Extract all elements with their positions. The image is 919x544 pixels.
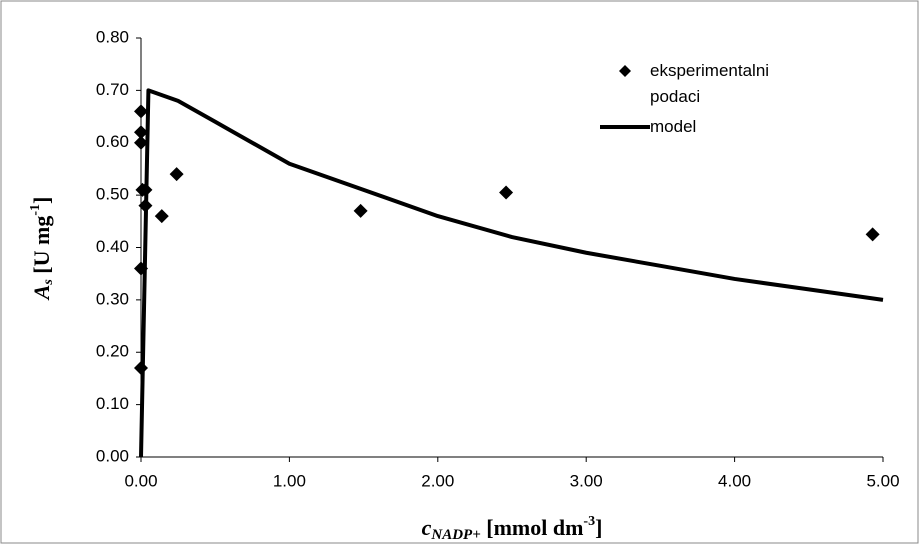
x-label-sup: -3 xyxy=(583,514,595,529)
x-tick-label: 2.00 xyxy=(421,471,454,490)
legend: eksperimentalni podaci model xyxy=(600,58,770,144)
model-line xyxy=(139,88,884,458)
data-point xyxy=(154,209,169,224)
x-label-part: c xyxy=(422,515,432,540)
legend-label: model xyxy=(650,117,697,136)
data-point xyxy=(499,185,514,200)
data-point xyxy=(865,227,880,242)
data-point xyxy=(134,125,148,140)
legend-symbol xyxy=(600,125,650,129)
y-label-part: ] xyxy=(29,197,54,204)
y-label-part: [U mg xyxy=(29,216,54,280)
legend-item: eksperimentalni podaci xyxy=(600,58,770,110)
y-tick-label: 0.50 xyxy=(96,185,129,204)
y-tick-label: 0.80 xyxy=(96,27,129,46)
y-tick-label: 0.10 xyxy=(96,394,129,413)
y-tick-label: 0.70 xyxy=(96,80,129,99)
x-tick-label: 3.00 xyxy=(570,471,603,490)
legend-label: eksperimentalni podaci xyxy=(650,61,770,106)
x-label-part: ] xyxy=(595,515,602,540)
data-point xyxy=(134,104,148,119)
legend-item: model xyxy=(600,114,770,140)
x-tick-label: 4.00 xyxy=(718,471,751,490)
x-label-part: [mmol dm xyxy=(481,515,584,540)
y-tick-label: 0.20 xyxy=(96,342,129,361)
x-tick-label: 0.00 xyxy=(124,471,157,490)
y-label-sub: s xyxy=(41,279,56,286)
data-point xyxy=(134,135,148,150)
y-tick-label: 0.40 xyxy=(96,237,129,256)
data-point xyxy=(169,167,184,182)
x-tick-label: 1.00 xyxy=(273,471,306,490)
y-label-sup: -1 xyxy=(28,204,43,216)
x-tick-label: 5.00 xyxy=(866,471,899,490)
y-tick-label: 0.30 xyxy=(96,289,129,308)
data-point xyxy=(353,203,368,218)
y-label-part: A xyxy=(29,285,54,302)
y-tick-label: 0.60 xyxy=(96,132,129,151)
legend-marker xyxy=(619,65,631,77)
y-tick-label: 0.00 xyxy=(96,446,129,465)
x-axis-label: cNADP+ [mmol dm-3] xyxy=(422,514,603,543)
x-label-sub: NADP+ xyxy=(430,527,480,543)
y-axis-label: As [U mg-1] xyxy=(28,197,56,302)
legend-symbol xyxy=(619,65,631,77)
